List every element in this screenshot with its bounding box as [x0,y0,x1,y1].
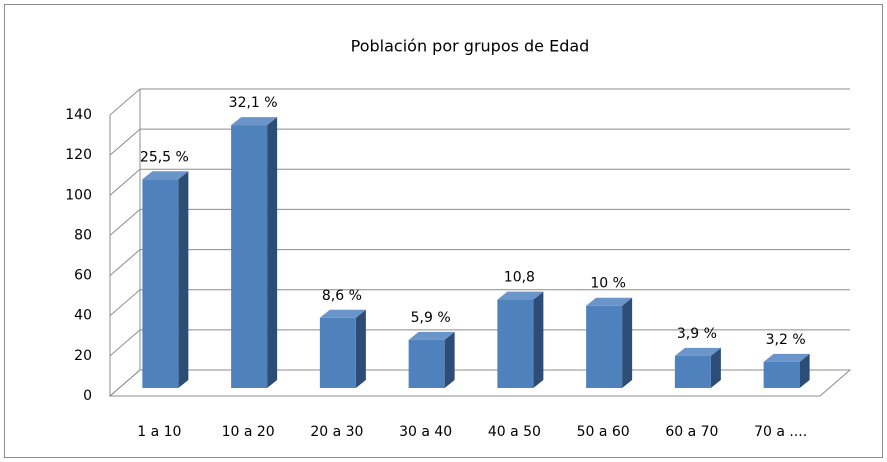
bar-side [710,347,721,388]
y-tick-label: 20 [74,348,92,364]
x-tick-label: 1 a 10 [137,424,181,440]
grid-line [109,88,141,116]
x-tick-label: 30 a 40 [399,424,452,440]
bar-top [497,291,544,300]
x-tick-label: 10 a 20 [222,424,275,440]
bar [231,117,278,389]
bar [586,297,633,388]
y-tick-label: 120 [65,147,92,163]
chart-title: Población por grupos de Edad [351,37,590,56]
bar-top [142,171,189,180]
bar-side [267,117,278,389]
x-tick-label: 70 a .... [754,424,807,440]
bar-top [231,117,278,126]
bar-front [497,299,534,388]
bar [674,347,721,388]
bar [142,171,189,388]
data-label: 5,9 % [411,310,451,326]
x-tick-label: 50 a 60 [577,424,630,440]
bar-top [763,353,810,362]
data-label: 10 % [590,276,626,292]
y-tick-label: 140 [65,107,92,123]
bar-side [533,291,544,388]
y-tick-label: 60 [74,268,92,284]
x-tick-label: 20 a 30 [310,424,363,440]
grid-line [109,329,141,357]
y-tick-label: 40 [74,308,92,324]
data-label: 25,5 % [140,149,189,165]
y-tick-label: 100 [65,187,92,203]
grid-line [109,369,141,397]
grid-line [109,128,141,156]
bar [763,353,810,388]
bar-side [178,171,189,388]
data-label: 3,2 % [766,332,806,348]
bar-front [586,305,623,388]
bar [319,309,366,388]
grid-line [109,289,141,317]
bar-side [799,353,810,388]
chart-border [4,4,883,458]
bar-front [231,125,268,389]
bar-top [319,309,366,318]
bar-side [355,309,366,388]
bar-front [674,355,711,388]
bar-side [444,331,455,388]
bar [408,331,455,388]
data-label: 32,1 % [229,95,278,111]
bar-front [408,339,445,388]
grid-line [109,249,141,276]
x-tick-label: 40 a 50 [488,424,541,440]
bar-front [763,361,800,388]
grid-line [109,209,141,236]
bar-top [674,347,721,356]
x-tick-label: 60 a 70 [665,424,718,440]
bar-side [622,297,633,388]
data-label: 3,9 % [677,326,717,342]
y-tick-label: 80 [74,227,92,243]
bar [497,291,544,388]
y-tick-label: 0 [83,388,92,404]
bar-top [586,297,633,306]
grid-line [109,168,141,196]
bar-top [408,331,455,340]
data-label: 10,8 [504,270,535,286]
data-label: 8,6 % [322,288,362,304]
bar-front [319,317,356,388]
bar-front [142,179,179,388]
